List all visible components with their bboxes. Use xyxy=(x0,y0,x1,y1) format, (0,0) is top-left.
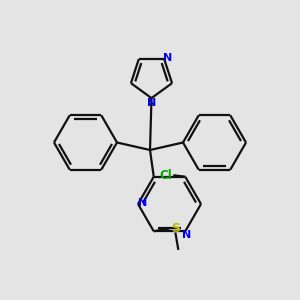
Text: N: N xyxy=(138,197,147,208)
Text: N: N xyxy=(182,230,191,241)
Text: S: S xyxy=(171,222,180,235)
Text: N: N xyxy=(147,98,156,108)
Text: Cl: Cl xyxy=(159,169,172,182)
Text: N: N xyxy=(163,52,172,62)
